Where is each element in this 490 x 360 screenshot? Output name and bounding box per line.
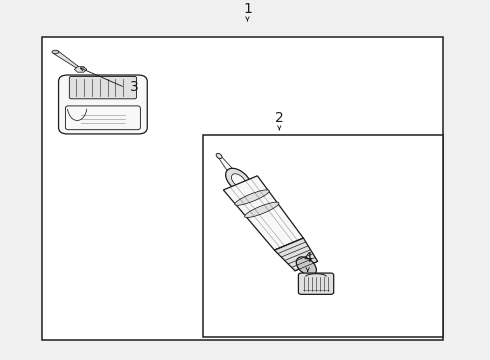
Polygon shape — [223, 176, 303, 250]
FancyBboxPatch shape — [59, 75, 147, 134]
Bar — [42, 37, 443, 341]
Bar — [203, 135, 443, 337]
Polygon shape — [74, 67, 87, 72]
FancyBboxPatch shape — [66, 106, 140, 130]
Polygon shape — [218, 156, 240, 179]
Text: 1: 1 — [243, 3, 252, 17]
FancyBboxPatch shape — [70, 76, 136, 99]
Ellipse shape — [231, 174, 245, 187]
Ellipse shape — [52, 50, 59, 54]
Text: 3: 3 — [130, 80, 139, 94]
Ellipse shape — [216, 153, 222, 158]
Ellipse shape — [245, 202, 279, 217]
FancyBboxPatch shape — [298, 273, 334, 294]
Polygon shape — [274, 238, 318, 271]
Text: 4: 4 — [303, 251, 312, 265]
Text: 2: 2 — [275, 111, 284, 125]
Polygon shape — [53, 50, 78, 68]
Ellipse shape — [235, 190, 269, 205]
Ellipse shape — [226, 168, 251, 193]
Ellipse shape — [296, 257, 317, 275]
